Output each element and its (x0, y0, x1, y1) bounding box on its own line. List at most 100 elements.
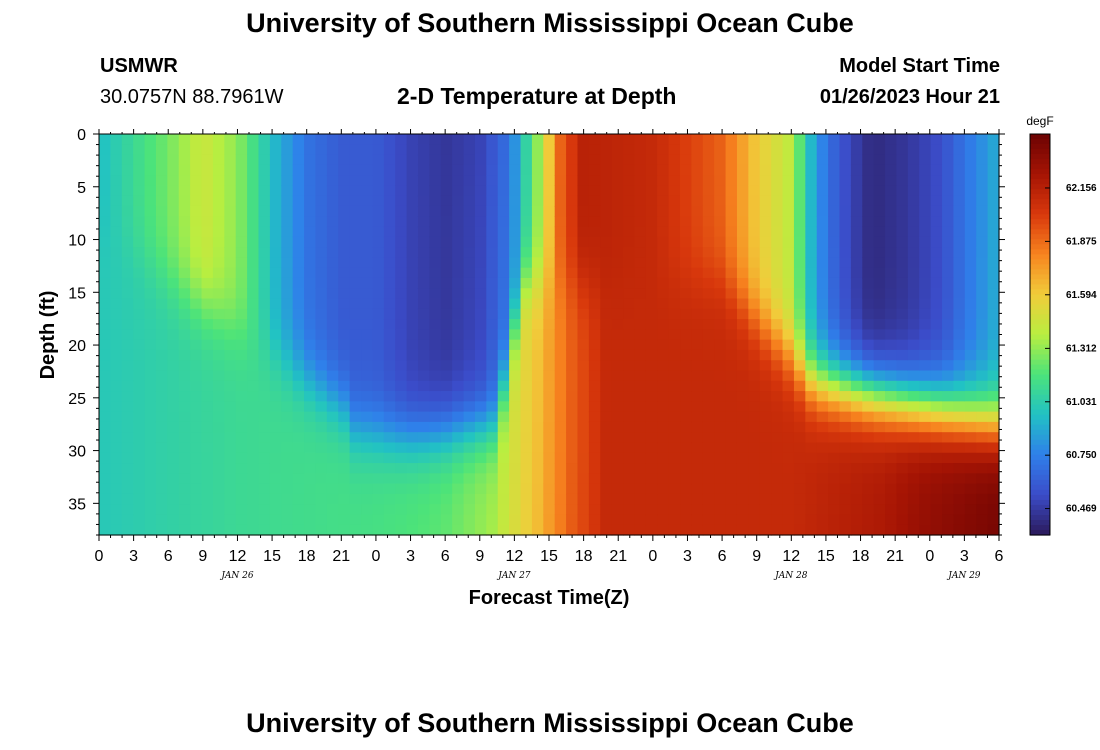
heatmap-cell (680, 144, 692, 156)
heatmap-cell (759, 134, 772, 145)
heatmap-cell (748, 277, 761, 289)
heatmap-cell (429, 339, 442, 351)
heatmap-cell (543, 493, 556, 505)
heatmap-cell (702, 493, 715, 505)
heatmap-cell (315, 452, 328, 464)
heatmap-cell (611, 401, 624, 413)
heatmap-cell (805, 236, 818, 248)
heatmap-cell (440, 432, 453, 444)
heatmap-cell (326, 175, 339, 187)
heatmap-cell (155, 391, 168, 402)
heatmap-cell (907, 452, 920, 464)
heatmap-cell (680, 391, 692, 402)
heatmap-cell (896, 154, 909, 166)
heatmap-cell (417, 154, 430, 166)
heatmap-cell (873, 288, 886, 300)
heatmap-cell (531, 267, 544, 279)
heatmap-cell (224, 483, 237, 495)
heatmap-cell (417, 360, 430, 372)
heatmap-cell (885, 267, 898, 279)
heatmap-cell (304, 514, 317, 526)
heatmap-cell (554, 483, 567, 495)
heatmap-cell (896, 401, 909, 413)
heatmap-cell (452, 473, 465, 485)
heatmap-cell (623, 154, 636, 166)
heatmap-cell (862, 329, 875, 341)
heatmap-cell (782, 452, 795, 464)
heatmap-cell (383, 298, 396, 310)
heatmap-cell (395, 463, 408, 474)
heatmap-cell (748, 463, 761, 474)
colorbar-segment (1030, 229, 1050, 235)
heatmap-cell (736, 463, 749, 474)
heatmap-cell (736, 442, 749, 454)
heatmap-cell (349, 175, 362, 187)
heatmap-cell (930, 504, 943, 516)
heatmap-cell (577, 473, 590, 485)
heatmap-cell (235, 298, 248, 310)
heatmap-cell (691, 267, 704, 279)
heatmap-cell (566, 463, 579, 474)
heatmap-cell (258, 401, 271, 413)
colorbar-segment (1030, 269, 1050, 275)
heatmap-cell (110, 308, 123, 320)
heatmap-cell (292, 216, 305, 228)
heatmap-cell (885, 349, 898, 361)
heatmap-cell (292, 298, 305, 310)
heatmap-cell (372, 493, 385, 505)
heatmap-cell (281, 175, 294, 187)
colorbar-segment (1030, 459, 1050, 466)
heatmap-cell (748, 298, 761, 310)
heatmap-cell (577, 247, 590, 258)
heatmap-cell (748, 205, 761, 217)
heatmap-cell (281, 144, 294, 156)
heatmap-cell (486, 267, 499, 279)
heatmap-cell (736, 370, 749, 382)
heatmap-cell (201, 164, 214, 176)
heatmap-cell (623, 432, 636, 444)
heatmap-cell (167, 421, 180, 433)
heatmap-cell (987, 432, 1000, 444)
heatmap-cell (269, 452, 282, 464)
heatmap-cell (566, 339, 579, 351)
colorbar-segment (1030, 299, 1050, 306)
heatmap-cell (269, 195, 282, 207)
heatmap-cell (509, 154, 522, 166)
heatmap-cell (497, 504, 510, 516)
heatmap-cell (554, 391, 567, 402)
heatmap-cell (907, 349, 920, 361)
heatmap-cell (588, 288, 601, 300)
heatmap-cell (680, 329, 692, 341)
heatmap-cell (566, 391, 579, 402)
heatmap-cell (680, 205, 692, 217)
heatmap-cell (987, 195, 1000, 207)
heatmap-cell (953, 236, 966, 248)
heatmap-cell (942, 257, 955, 269)
heatmap-cell (793, 175, 806, 187)
heatmap-cell (600, 185, 613, 197)
heatmap-cell (99, 452, 111, 464)
heatmap-cell (919, 463, 932, 474)
heatmap-cell (942, 411, 955, 423)
heatmap-cell (509, 319, 522, 330)
heatmap-cell (155, 442, 168, 454)
heatmap-cell (942, 483, 955, 495)
heatmap-cell (588, 524, 601, 536)
heatmap-cell (748, 391, 761, 402)
heatmap-cell (930, 493, 943, 505)
heatmap-cell (361, 298, 374, 310)
y-tick-label: 5 (77, 180, 86, 197)
heatmap-cell (247, 144, 260, 156)
heatmap-cell (235, 349, 248, 361)
heatmap-cell (691, 360, 704, 372)
heatmap-cell (452, 463, 465, 474)
heatmap-cell (292, 452, 305, 464)
heatmap-cell (315, 308, 328, 320)
heatmap-cell (793, 154, 806, 166)
heatmap-cell (452, 134, 465, 145)
heatmap-cell (429, 164, 442, 176)
heatmap-cell (771, 195, 784, 207)
heatmap-cell (611, 175, 624, 187)
heatmap-cell (714, 473, 727, 485)
heatmap-cell (247, 226, 260, 238)
